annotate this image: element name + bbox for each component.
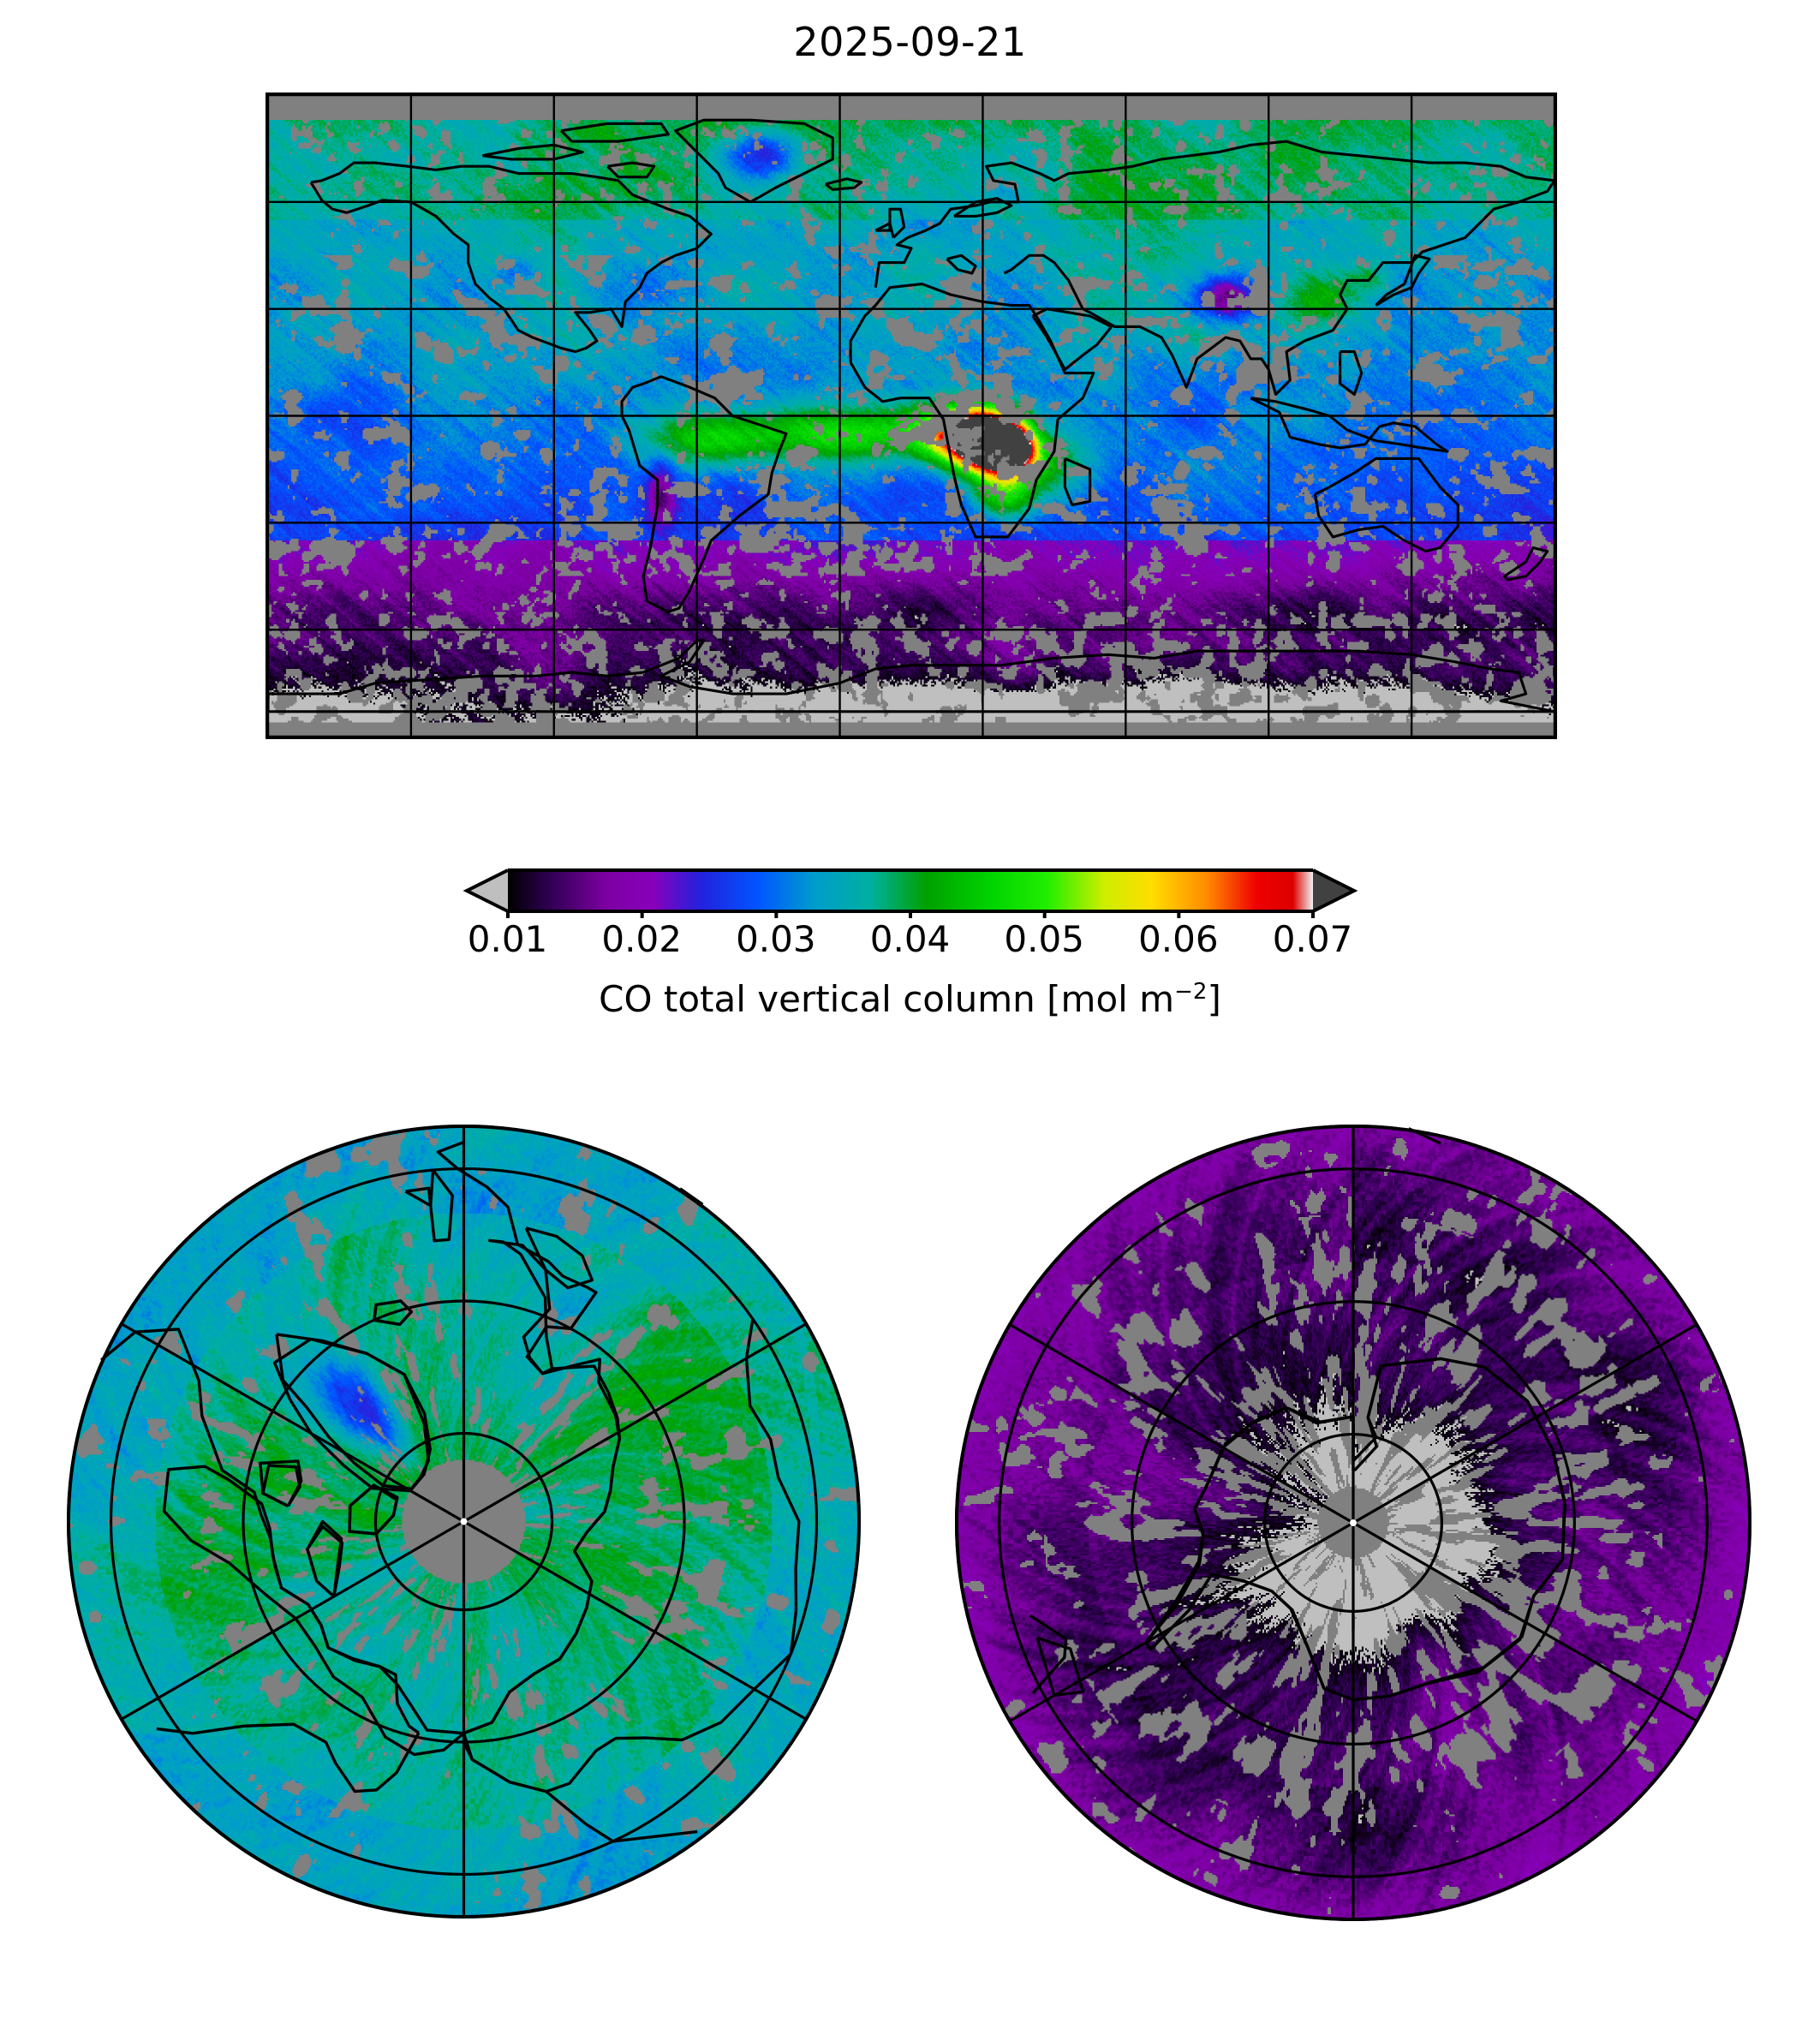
south-polar-map-panel xyxy=(955,1125,1751,1921)
colorbar-over-arrow xyxy=(1312,870,1354,911)
colorbar-under-outline xyxy=(462,868,509,913)
colorbar-tick-label: 0.05 xyxy=(1004,918,1084,960)
colorbar-axis-label-text: CO total vertical column [mol m−2] xyxy=(599,978,1221,1020)
colorbar-tick-label: 0.02 xyxy=(601,918,682,960)
colorbar-body xyxy=(507,870,1313,911)
colorbar-tick-label: 0.03 xyxy=(736,918,816,960)
colorbar xyxy=(414,863,1407,918)
colorbar-tick-labels: 0.01 0.02 0.03 0.04 0.05 0.06 0.07 xyxy=(414,918,1407,966)
colorbar-axis-label: CO total vertical column [mol m−2] xyxy=(0,978,1820,1020)
south-polar-raster xyxy=(955,1125,1751,1921)
colorbar-block: 0.01 0.02 0.03 0.04 0.05 0.06 0.07 CO total ve… xyxy=(0,863,1820,1020)
colorbar-over-outline xyxy=(1311,868,1358,913)
north-polar-raster xyxy=(67,1125,861,1919)
global-map-panel xyxy=(266,92,1557,739)
page-title: 2025-09-21 xyxy=(793,19,1027,65)
colorbar-under-arrow xyxy=(466,870,508,911)
colorbar-gradient xyxy=(462,868,1358,918)
colorbar-tick-label: 0.07 xyxy=(1272,918,1353,960)
colorbar-tick-label: 0.01 xyxy=(467,918,548,960)
colorbar-tick-label: 0.06 xyxy=(1138,918,1219,960)
global-map-raster xyxy=(268,95,1554,737)
colorbar-ticks xyxy=(505,911,1315,918)
north-polar-map-panel xyxy=(67,1125,861,1919)
colorbar-tick-label: 0.04 xyxy=(869,918,951,960)
